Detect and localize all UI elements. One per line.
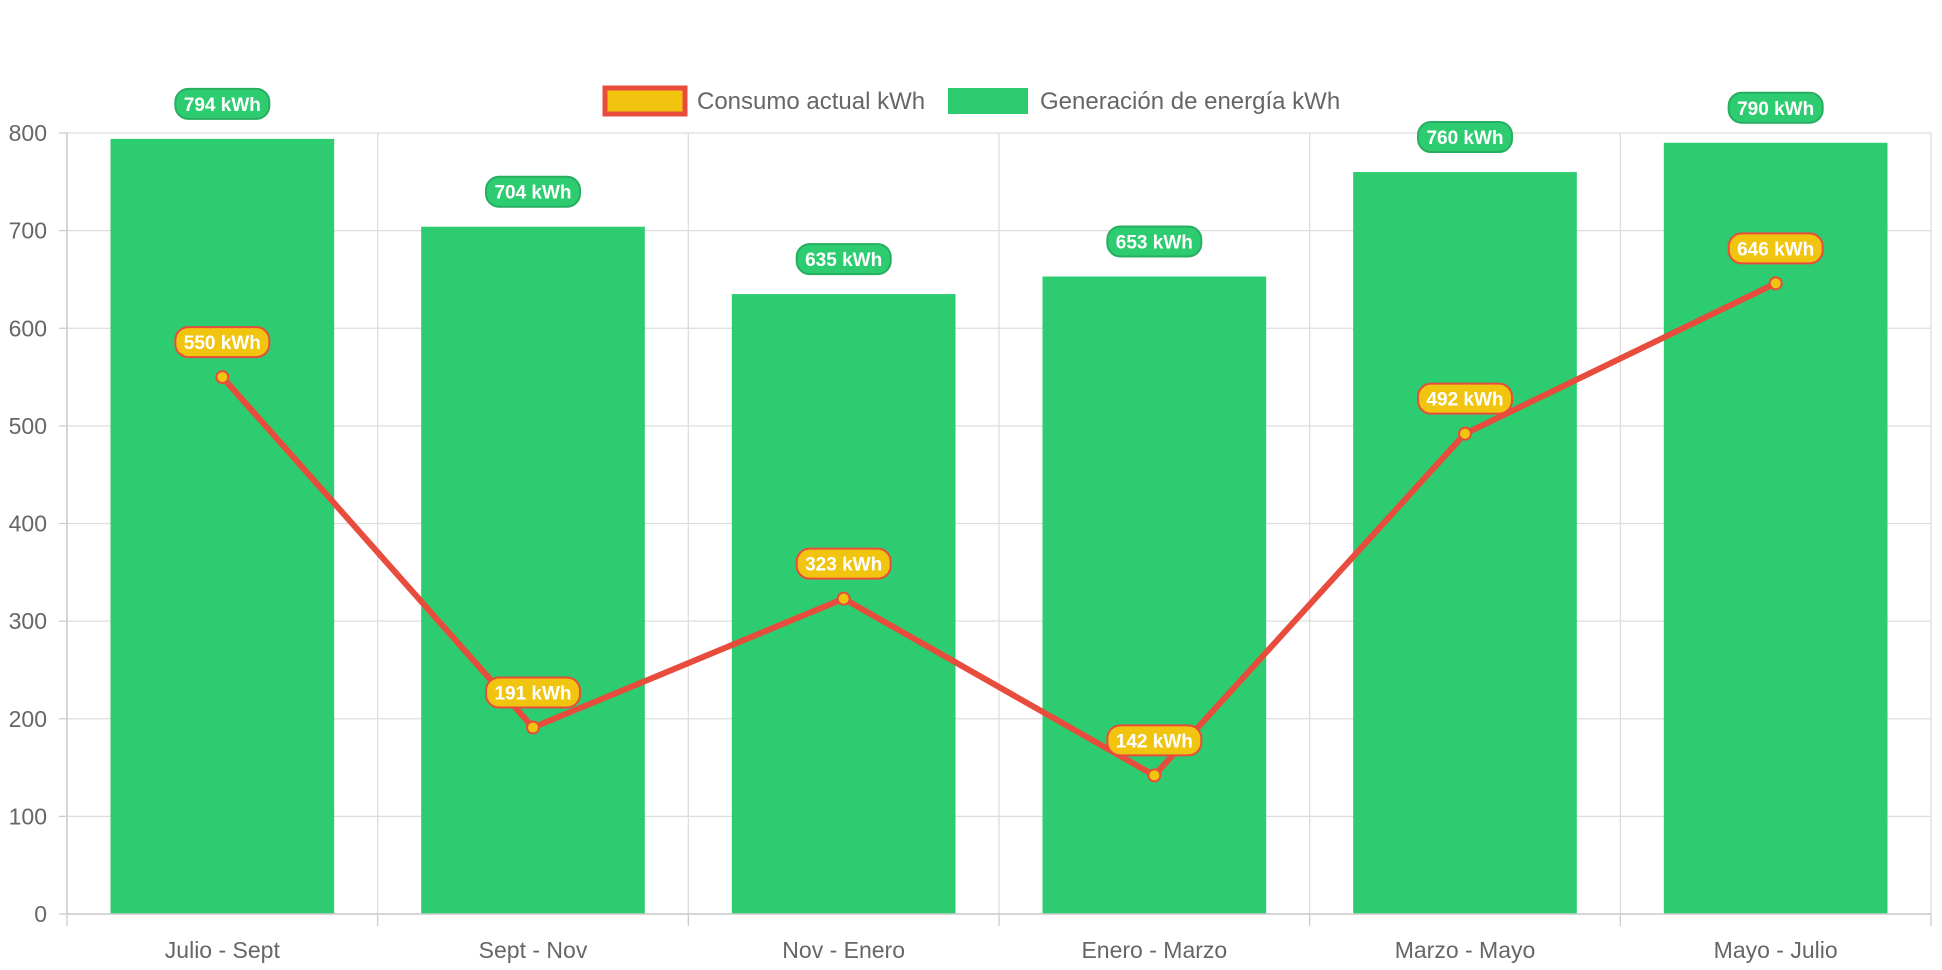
data-labels-layer: 794 kWh 704 kWh 635 kWh 653 kWh 760 kWh 790 k… [174, 87, 1824, 757]
data-label-generacion-bg [485, 175, 581, 208]
data-label-consumo-text: 323 kWh [805, 555, 882, 576]
point-consumo[interactable] [1768, 276, 1783, 291]
data-label-consumo-bg [1417, 382, 1513, 415]
bar-generacion[interactable] [1042, 276, 1267, 914]
x-tick-label: Marzo - Mayo [1395, 937, 1536, 963]
y-tick-label: 300 [9, 608, 47, 634]
data-label-generacion-text: 653 kWh [1116, 233, 1193, 254]
x-tick-label: Sept - Nov [479, 937, 588, 963]
data-label-generacion-text: 635 kWh [805, 250, 882, 271]
data-label-generacion: 704 kWh [485, 175, 581, 208]
y-tick-label: 200 [9, 706, 47, 732]
data-label-consumo-text: 191 kWh [494, 684, 571, 705]
bar-generacion[interactable] [421, 226, 645, 915]
legend: Consumo actual kWh Generación de energía… [602, 85, 1340, 117]
data-label-generacion-bg [1417, 121, 1513, 154]
x-tick-label: Julio - Sept [165, 937, 281, 963]
data-label-consumo: 550 kWh [174, 326, 271, 359]
data-label-generacion: 760 kWh [1417, 121, 1513, 154]
point-consumo[interactable] [215, 370, 230, 385]
data-label-consumo: 492 kWh [1417, 382, 1513, 415]
data-label-consumo: 191 kWh [485, 676, 581, 709]
data-label-generacion-bg [1106, 225, 1203, 258]
line-layer [215, 276, 1783, 783]
legend-swatch-consumo [602, 85, 688, 117]
bar-generacion[interactable] [1663, 142, 1888, 914]
data-label-consumo-text: 550 kWh [184, 333, 261, 354]
legend-label-consumo: Consumo actual kWh [697, 88, 925, 115]
point-consumo[interactable] [1458, 426, 1472, 441]
legend-label-generacion: Generación de energía kWh [1040, 88, 1340, 115]
data-label-consumo-text: 646 kWh [1737, 239, 1814, 260]
y-tick-label: 400 [9, 511, 47, 537]
data-label-generacion: 635 kWh [795, 243, 892, 276]
data-label-consumo-bg [485, 676, 581, 709]
data-label-generacion-text: 794 kWh [184, 95, 261, 116]
data-label-consumo: 142 kWh [1106, 724, 1203, 757]
legend-swatch-generacion [948, 88, 1028, 114]
data-label-generacion-text: 704 kWh [494, 183, 571, 204]
y-tick-label: 700 [9, 218, 47, 244]
point-consumo[interactable] [526, 720, 540, 735]
data-label-consumo-bg [795, 547, 892, 580]
y-tick-label: 600 [9, 315, 47, 341]
data-label-generacion: 653 kWh [1106, 225, 1203, 258]
bars-layer [110, 138, 1888, 915]
grid-layer [66, 132, 1932, 915]
x-tick-label: Mayo - Julio [1714, 937, 1838, 963]
line-consumo [219, 280, 1779, 779]
data-label-generacion-bg [795, 243, 892, 276]
bar-generacion[interactable] [1353, 172, 1577, 915]
data-label-consumo-text: 142 kWh [1116, 731, 1193, 752]
data-label-consumo: 323 kWh [795, 547, 892, 580]
data-label-consumo-bg [174, 326, 271, 359]
legend-item-generacion[interactable]: Generación de energía kWh [948, 88, 1340, 115]
data-label-generacion: 794 kWh [174, 87, 271, 120]
legend-item-consumo[interactable]: Consumo actual kWh [602, 85, 925, 117]
y-tick-label: 500 [9, 413, 47, 439]
data-label-consumo-text: 492 kWh [1426, 390, 1503, 411]
point-consumo[interactable] [836, 591, 851, 606]
data-label-generacion-bg [1727, 91, 1824, 124]
data-label-consumo: 646 kWh [1727, 232, 1824, 265]
x-tick-label: Nov - Enero [782, 937, 905, 963]
data-label-generacion-bg [174, 87, 271, 120]
y-tick-label: 0 [34, 901, 47, 927]
bar-generacion[interactable] [110, 138, 335, 915]
point-consumo[interactable] [1147, 768, 1162, 783]
x-tick-label: Enero - Marzo [1081, 937, 1227, 963]
data-label-generacion-text: 760 kWh [1426, 128, 1503, 149]
data-label-generacion: 790 kWh [1727, 91, 1824, 124]
data-label-generacion-text: 790 kWh [1737, 99, 1814, 120]
y-tick-label: 800 [9, 120, 47, 146]
data-label-consumo-bg [1106, 724, 1203, 757]
data-label-consumo-bg [1727, 232, 1824, 265]
axes-layer: 0 100 200 300 400 500 600 700 800 Julio - Sept Sep… [9, 120, 1932, 963]
y-tick-label: 100 [9, 803, 47, 829]
